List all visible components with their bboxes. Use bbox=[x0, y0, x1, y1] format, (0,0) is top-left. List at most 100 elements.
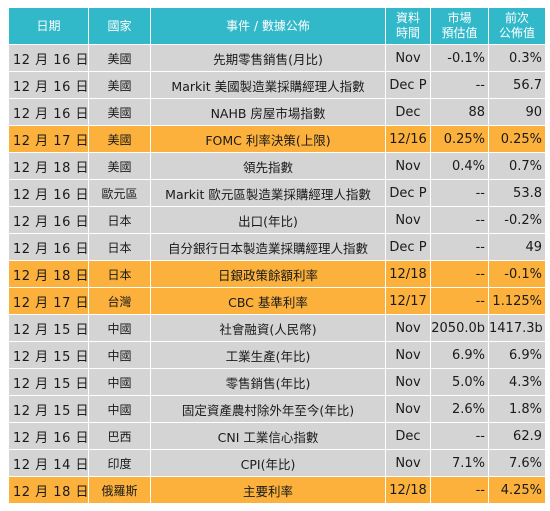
cell-event: Markit 美國製造業採購經理人指數 bbox=[150, 71, 386, 99]
cell-previous: 53.8 bbox=[488, 179, 546, 207]
cell-country: 中國 bbox=[88, 368, 151, 396]
cell-forecast: -- bbox=[430, 260, 489, 288]
cell-country: 美國 bbox=[88, 125, 151, 153]
cell-event: FOMC 利率決策(上限) bbox=[150, 125, 386, 153]
cell-event: CPI(年比) bbox=[150, 449, 386, 477]
cell-country: 美國 bbox=[88, 152, 151, 180]
cell-previous: 4.3% bbox=[488, 368, 546, 396]
cell-country: 日本 bbox=[88, 233, 151, 261]
table-row: 12 月 16 日日本 自分銀行日本製造業採購經理人指數 Dec P -- 49 bbox=[8, 233, 546, 261]
cell-previous: 49 bbox=[488, 233, 546, 261]
table-row: 12 月 18 日美國 領先指數 Nov 0.4% 0.7% bbox=[8, 152, 546, 180]
cell-forecast: 2050.0b bbox=[430, 314, 489, 342]
cell-period: 12/18 bbox=[385, 260, 431, 288]
cell-previous: 1.8% bbox=[488, 395, 546, 423]
table-row: 12 月 16 日日本 出口(年比) Nov -- -0.2% bbox=[8, 206, 546, 234]
cell-previous: 62.9 bbox=[488, 422, 546, 450]
header-forecast: 市場 預估值 bbox=[430, 7, 489, 45]
header-previous-line1: 前次 bbox=[504, 11, 529, 25]
cell-country: 中國 bbox=[88, 395, 151, 423]
cell-country: 中國 bbox=[88, 341, 151, 369]
cell-period: Dec bbox=[385, 98, 431, 126]
economic-calendar-table: 日期 國家 事件 / 數據公佈 資料 時間 市場 預估值 前次 公佈值 12 月… bbox=[8, 7, 546, 504]
cell-country: 歐元區 bbox=[88, 179, 151, 207]
cell-period: Dec P bbox=[385, 233, 431, 261]
cell-country: 美國 bbox=[88, 44, 151, 72]
cell-event: 先期零售銷售(月比) bbox=[150, 44, 386, 72]
cell-date: 12 月 15 日 bbox=[8, 395, 89, 423]
economic-calendar: 日期 國家 事件 / 數據公佈 資料 時間 市場 預估值 前次 公佈值 12 月… bbox=[8, 7, 546, 504]
cell-forecast: -- bbox=[430, 179, 489, 207]
table-body: 12 月 16 日美國 先期零售銷售(月比) Nov -0.1% 0.3% 12 月 16… bbox=[8, 44, 546, 504]
cell-previous: 7.6% bbox=[488, 449, 546, 477]
cell-date: 12 月 15 日 bbox=[8, 341, 89, 369]
header-date: 日期 bbox=[8, 7, 89, 45]
cell-date: 12 月 16 日 bbox=[8, 179, 89, 207]
table-header-row: 日期 國家 事件 / 數據公佈 資料 時間 市場 預估值 前次 公佈值 bbox=[8, 7, 546, 45]
cell-period: Dec bbox=[385, 422, 431, 450]
cell-forecast: 0.4% bbox=[430, 152, 489, 180]
table-row: 12 月 16 日巴西 CNI 工業信心指數 Dec -- 62.9 bbox=[8, 422, 546, 450]
cell-event: 社會融資(人民幣) bbox=[150, 314, 386, 342]
cell-period: Dec P bbox=[385, 71, 431, 99]
table-row: 12 月 16 日美國 先期零售銷售(月比) Nov -0.1% 0.3% bbox=[8, 44, 546, 72]
cell-forecast: -- bbox=[430, 233, 489, 261]
cell-date: 12 月 17 日 bbox=[8, 125, 89, 153]
cell-date: 12 月 16 日 bbox=[8, 44, 89, 72]
cell-previous: 0.7% bbox=[488, 152, 546, 180]
cell-forecast: -- bbox=[430, 476, 489, 504]
header-period-line1: 資料 bbox=[395, 11, 420, 25]
table-row: 12 月 18 日日本 日銀政策餘額利率 12/18 -- -0.1% bbox=[8, 260, 546, 288]
cell-date: 12 月 16 日 bbox=[8, 233, 89, 261]
cell-event: 固定資產農村除外年至今(年比) bbox=[150, 395, 386, 423]
cell-period: Nov bbox=[385, 341, 431, 369]
table-row: 12 月 18 日俄羅斯 主要利率 12/18 -- 4.25% bbox=[8, 476, 546, 504]
cell-country: 美國 bbox=[88, 98, 151, 126]
cell-forecast: 88 bbox=[430, 98, 489, 126]
cell-previous: 6.9% bbox=[488, 341, 546, 369]
cell-period: Nov bbox=[385, 395, 431, 423]
cell-forecast: 7.1% bbox=[430, 449, 489, 477]
cell-forecast: 2.6% bbox=[430, 395, 489, 423]
cell-country: 日本 bbox=[88, 206, 151, 234]
cell-forecast: 0.25% bbox=[430, 125, 489, 153]
cell-event: Markit 歐元區製造業採購經理人指數 bbox=[150, 179, 386, 207]
cell-previous: 1.125% bbox=[488, 287, 546, 315]
cell-event: 領先指數 bbox=[150, 152, 386, 180]
cell-event: NAHB 房屋市場指數 bbox=[150, 98, 386, 126]
cell-date: 12 月 16 日 bbox=[8, 206, 89, 234]
cell-previous: 0.3% bbox=[488, 44, 546, 72]
cell-event: 日銀政策餘額利率 bbox=[150, 260, 386, 288]
cell-country: 日本 bbox=[88, 260, 151, 288]
cell-date: 12 月 17 日 bbox=[8, 287, 89, 315]
header-period-line2: 時間 bbox=[395, 26, 420, 40]
cell-period: Nov bbox=[385, 368, 431, 396]
table-row: 12 月 15 日中國 零售銷售(年比) Nov 5.0% 4.3% bbox=[8, 368, 546, 396]
cell-forecast: -- bbox=[430, 71, 489, 99]
cell-forecast: -0.1% bbox=[430, 44, 489, 72]
cell-event: 出口(年比) bbox=[150, 206, 386, 234]
cell-previous: 4.25% bbox=[488, 476, 546, 504]
cell-period: Nov bbox=[385, 206, 431, 234]
cell-previous: -0.2% bbox=[488, 206, 546, 234]
cell-event: 零售銷售(年比) bbox=[150, 368, 386, 396]
cell-country: 巴西 bbox=[88, 422, 151, 450]
cell-period: Dec P bbox=[385, 179, 431, 207]
table-row: 12 月 14 日印度 CPI(年比) Nov 7.1% 7.6% bbox=[8, 449, 546, 477]
cell-country: 台灣 bbox=[88, 287, 151, 315]
cell-date: 12 月 16 日 bbox=[8, 422, 89, 450]
cell-period: 12/18 bbox=[385, 476, 431, 504]
cell-forecast: 6.9% bbox=[430, 341, 489, 369]
table-row: 12 月 16 日美國 Markit 美國製造業採購經理人指數 Dec P -- 56.… bbox=[8, 71, 546, 99]
table-row: 12 月 16 日歐元區 Markit 歐元區製造業採購經理人指數 Dec P -- 5… bbox=[8, 179, 546, 207]
table-row: 12 月 16 日美國 NAHB 房屋市場指數 Dec 88 90 bbox=[8, 98, 546, 126]
cell-period: 12/16 bbox=[385, 125, 431, 153]
table-row: 12 月 15 日中國 社會融資(人民幣) Nov 2050.0b 1417.3b bbox=[8, 314, 546, 342]
cell-date: 12 月 14 日 bbox=[8, 449, 89, 477]
cell-previous: 90 bbox=[488, 98, 546, 126]
cell-date: 12 月 18 日 bbox=[8, 152, 89, 180]
header-previous: 前次 公佈值 bbox=[488, 7, 546, 45]
cell-country: 印度 bbox=[88, 449, 151, 477]
header-event: 事件 / 數據公佈 bbox=[150, 7, 386, 45]
cell-period: Nov bbox=[385, 314, 431, 342]
